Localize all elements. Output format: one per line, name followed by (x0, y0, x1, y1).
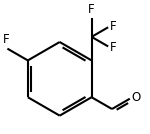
Text: F: F (110, 41, 116, 54)
Text: F: F (3, 33, 9, 46)
Text: F: F (88, 3, 95, 16)
Text: O: O (131, 92, 141, 105)
Text: F: F (110, 20, 116, 33)
